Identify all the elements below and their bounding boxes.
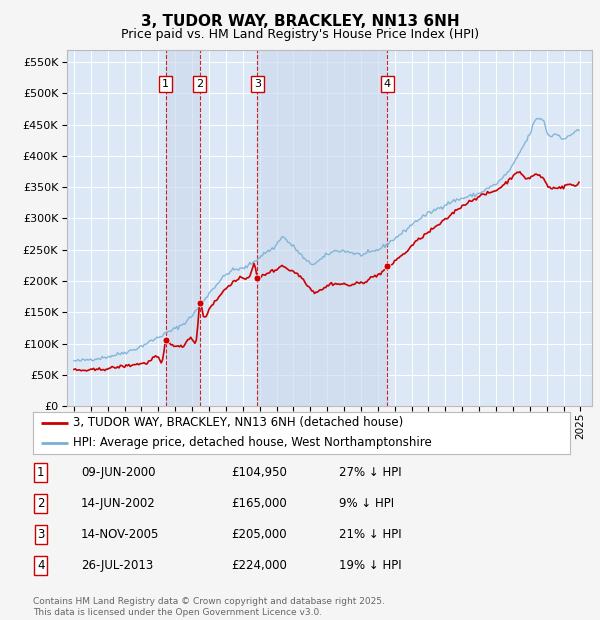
- Text: Price paid vs. HM Land Registry's House Price Index (HPI): Price paid vs. HM Land Registry's House …: [121, 28, 479, 41]
- Text: 21% ↓ HPI: 21% ↓ HPI: [339, 528, 401, 541]
- Text: 26-JUL-2013: 26-JUL-2013: [81, 559, 153, 572]
- Text: £224,000: £224,000: [231, 559, 287, 572]
- Bar: [257, 50, 388, 406]
- Text: 14-NOV-2005: 14-NOV-2005: [81, 528, 160, 541]
- Text: £165,000: £165,000: [231, 497, 287, 510]
- Text: 27% ↓ HPI: 27% ↓ HPI: [339, 466, 401, 479]
- Text: Contains HM Land Registry data © Crown copyright and database right 2025.
This d: Contains HM Land Registry data © Crown c…: [33, 598, 385, 617]
- Text: 3, TUDOR WAY, BRACKLEY, NN13 6NH: 3, TUDOR WAY, BRACKLEY, NN13 6NH: [140, 14, 460, 29]
- Text: 2: 2: [37, 497, 44, 510]
- Text: 9% ↓ HPI: 9% ↓ HPI: [339, 497, 394, 510]
- Text: 3, TUDOR WAY, BRACKLEY, NN13 6NH (detached house): 3, TUDOR WAY, BRACKLEY, NN13 6NH (detach…: [73, 416, 404, 429]
- Text: 1: 1: [162, 79, 169, 89]
- Text: 2: 2: [196, 79, 203, 89]
- Bar: [166, 50, 200, 406]
- Text: 4: 4: [384, 79, 391, 89]
- Text: 3: 3: [254, 79, 261, 89]
- Text: 14-JUN-2002: 14-JUN-2002: [81, 497, 156, 510]
- Text: 3: 3: [37, 528, 44, 541]
- Text: HPI: Average price, detached house, West Northamptonshire: HPI: Average price, detached house, West…: [73, 436, 432, 450]
- Text: £205,000: £205,000: [231, 528, 287, 541]
- Text: £104,950: £104,950: [231, 466, 287, 479]
- Text: 09-JUN-2000: 09-JUN-2000: [81, 466, 155, 479]
- Text: 19% ↓ HPI: 19% ↓ HPI: [339, 559, 401, 572]
- Text: 4: 4: [37, 559, 44, 572]
- Text: 1: 1: [37, 466, 44, 479]
